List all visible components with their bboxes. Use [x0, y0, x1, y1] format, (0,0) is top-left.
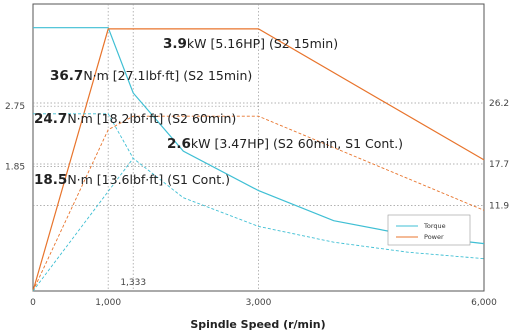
series-torque-dashed-4 — [32, 158, 134, 292]
series-power-solid-1 — [32, 28, 485, 292]
series-torque-dashed-2 — [33, 113, 485, 260]
legend-label-power: Power — [424, 233, 444, 241]
x-tick-label-0: 0 — [30, 298, 36, 308]
legend: Torque Power — [387, 214, 471, 246]
x-marker-label: 1,333 — [120, 278, 146, 288]
x-tick-label-1: 1,000 — [95, 298, 121, 308]
axis-ticks: 0 1,000 3,000 6,000 1,333 2.75 1.85 26.2 17.7 11.… — [5, 99, 509, 308]
x-tick-label-3: 6,000 — [471, 298, 497, 308]
torque-tick-label-0: 26.2 — [489, 99, 509, 109]
torque-tick-label-2: 11.9 — [489, 202, 509, 212]
annotation-max-torque: 36.7N·m [27.1lbf·ft] (S2 15min) — [50, 68, 252, 84]
guide-lines — [33, 4, 484, 291]
power-tick-label-1: 1.85 — [5, 163, 25, 173]
power-tick-label-0: 2.75 — [5, 102, 25, 112]
legend-label-torque: Torque — [423, 222, 446, 230]
x-tick-label-2: 3,000 — [246, 298, 272, 308]
torque-tick-label-1: 17.7 — [489, 160, 509, 170]
annotation-torque-cont: 18.5N·m [13.6lbf·ft] (S1 Cont.) — [34, 172, 230, 188]
x-axis-title: Spindle Speed (r/min) — [190, 318, 325, 331]
series-power-dashed-3 — [32, 115, 485, 292]
annotation-max-power: 3.9kW [5.16HP] (S2 15min) — [163, 36, 338, 52]
annotation-torque-60min: 24.7N·m [18.2lbf·ft] (S2 60min) — [34, 111, 236, 127]
annotation-power-60min: 2.6kW [3.47HP] (S2 60min, S1 Cont.) — [167, 136, 403, 152]
legend-box — [387, 214, 471, 246]
annotations: 3.9kW [5.16HP] (S2 15min) 36.7N·m [27.1l… — [34, 36, 403, 188]
